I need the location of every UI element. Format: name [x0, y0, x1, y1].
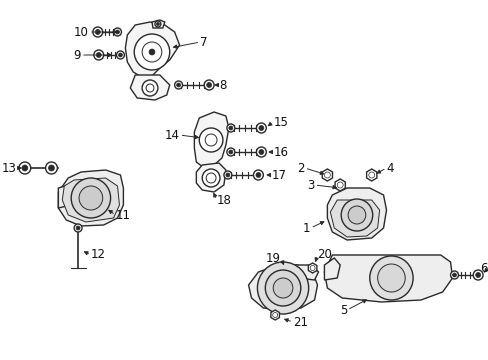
- Circle shape: [368, 172, 374, 178]
- Circle shape: [272, 312, 277, 318]
- Text: 12: 12: [91, 248, 106, 261]
- Circle shape: [142, 80, 158, 96]
- Circle shape: [19, 162, 31, 174]
- Text: 8: 8: [219, 78, 226, 91]
- Polygon shape: [196, 163, 225, 192]
- Text: 14: 14: [164, 129, 179, 141]
- Circle shape: [256, 123, 266, 133]
- Text: 11: 11: [115, 208, 130, 221]
- Circle shape: [204, 80, 214, 90]
- Circle shape: [202, 169, 220, 187]
- Polygon shape: [248, 265, 317, 310]
- Polygon shape: [58, 185, 74, 208]
- Circle shape: [96, 53, 101, 58]
- Polygon shape: [327, 188, 386, 240]
- Text: 1: 1: [303, 221, 310, 234]
- Text: 3: 3: [306, 179, 314, 192]
- Circle shape: [451, 273, 455, 277]
- Circle shape: [253, 170, 263, 180]
- Text: 10: 10: [74, 26, 89, 39]
- Circle shape: [341, 199, 372, 231]
- Polygon shape: [322, 169, 332, 181]
- Circle shape: [79, 186, 102, 210]
- Text: 19: 19: [265, 252, 281, 265]
- Circle shape: [265, 270, 300, 306]
- Circle shape: [449, 271, 458, 279]
- Circle shape: [472, 270, 482, 280]
- Circle shape: [48, 165, 54, 171]
- Circle shape: [377, 264, 405, 292]
- Circle shape: [134, 34, 169, 70]
- Polygon shape: [330, 200, 379, 237]
- Circle shape: [174, 81, 182, 89]
- Polygon shape: [334, 179, 345, 191]
- Circle shape: [369, 256, 412, 300]
- Circle shape: [142, 42, 162, 62]
- Circle shape: [228, 150, 232, 154]
- Circle shape: [228, 126, 232, 130]
- Circle shape: [115, 30, 119, 34]
- Circle shape: [224, 171, 231, 179]
- Circle shape: [156, 23, 159, 26]
- Circle shape: [22, 165, 28, 171]
- Circle shape: [226, 148, 234, 156]
- Circle shape: [74, 224, 82, 232]
- Circle shape: [76, 226, 80, 230]
- Text: 9: 9: [73, 49, 81, 62]
- Text: 17: 17: [271, 168, 285, 181]
- Circle shape: [206, 82, 211, 87]
- Polygon shape: [366, 169, 376, 181]
- Text: 7: 7: [200, 36, 207, 49]
- Circle shape: [226, 124, 234, 132]
- Circle shape: [256, 147, 266, 157]
- Circle shape: [257, 262, 308, 314]
- Circle shape: [71, 178, 110, 218]
- Text: 5: 5: [339, 303, 346, 316]
- Polygon shape: [58, 170, 123, 226]
- Text: 15: 15: [273, 116, 287, 129]
- Polygon shape: [294, 265, 318, 280]
- Circle shape: [255, 172, 260, 177]
- Circle shape: [146, 84, 154, 92]
- Polygon shape: [152, 20, 164, 28]
- Text: 13: 13: [2, 162, 17, 175]
- Circle shape: [225, 173, 229, 177]
- Text: 2: 2: [297, 162, 304, 175]
- Polygon shape: [125, 22, 179, 78]
- Text: 18: 18: [217, 194, 231, 207]
- Polygon shape: [324, 255, 451, 302]
- Polygon shape: [324, 258, 340, 280]
- Circle shape: [116, 51, 124, 59]
- Circle shape: [113, 28, 121, 36]
- Text: 6: 6: [480, 261, 487, 274]
- Circle shape: [273, 278, 292, 298]
- Circle shape: [176, 83, 180, 87]
- Polygon shape: [62, 178, 119, 222]
- Circle shape: [258, 149, 264, 154]
- Circle shape: [205, 134, 217, 146]
- Circle shape: [199, 128, 223, 152]
- Circle shape: [95, 30, 100, 35]
- Text: 20: 20: [317, 248, 332, 261]
- Circle shape: [118, 53, 122, 57]
- Circle shape: [309, 266, 314, 270]
- Circle shape: [475, 273, 480, 278]
- Circle shape: [155, 21, 161, 27]
- Circle shape: [258, 126, 264, 131]
- Circle shape: [324, 172, 330, 178]
- Circle shape: [337, 182, 343, 188]
- Circle shape: [45, 162, 57, 174]
- Text: 16: 16: [273, 145, 287, 158]
- Circle shape: [93, 27, 102, 37]
- Polygon shape: [308, 263, 316, 273]
- Text: 4: 4: [386, 162, 393, 175]
- Text: 21: 21: [292, 315, 307, 328]
- Circle shape: [94, 50, 103, 60]
- Circle shape: [206, 173, 216, 183]
- Circle shape: [149, 49, 155, 55]
- Polygon shape: [194, 112, 228, 168]
- Polygon shape: [130, 75, 169, 100]
- Circle shape: [347, 206, 365, 224]
- Polygon shape: [270, 310, 279, 320]
